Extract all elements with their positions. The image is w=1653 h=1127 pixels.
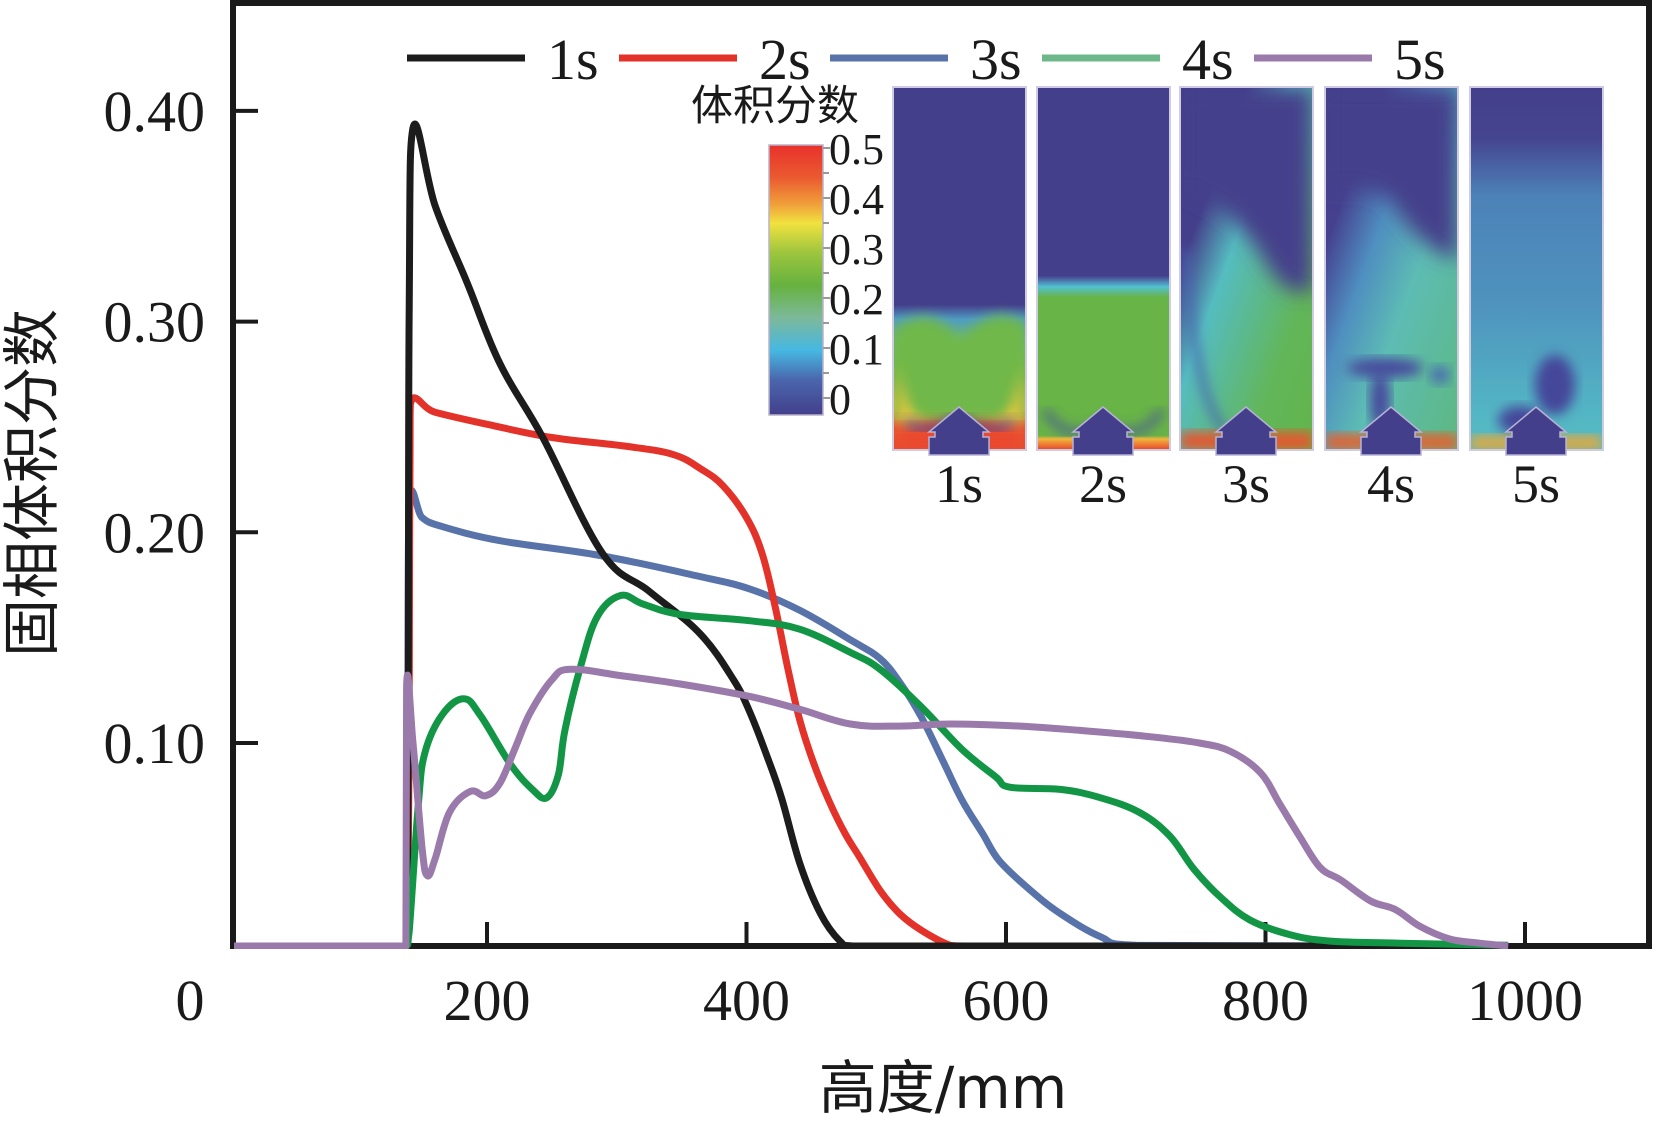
heatmap-panel-3s [1180,87,1313,450]
x-tick-label: 200 [444,968,531,1033]
colorbar-tick-label: 0.3 [829,225,884,274]
colorbar-tick-label: 0.4 [829,175,884,224]
panel-label-1s: 1s [935,454,983,514]
panel-labels: 1s 2s 3s 4s 5s [935,454,1560,514]
heatmap-panel-1s [893,87,1027,450]
legend: 1s 2s 3s 4s 5s [407,27,1446,92]
series-group [234,120,1509,949]
legend-label-1s: 1s [547,27,599,92]
y-tick-label: 0.20 [104,500,206,565]
x-tick-label: 800 [1222,968,1309,1033]
colorbar-ticks: 0.50.40.30.20.10 [823,125,884,424]
legend-label-4s: 4s [1182,27,1234,92]
y-axis-ticks: 0.10 0.20 0.30 0.40 [104,79,258,776]
series-line-4s [234,591,1509,949]
heatmap-panel-5s [1470,87,1602,450]
heatmap-panel-4s [1325,87,1458,450]
x-tick-label: 600 [963,968,1050,1033]
gas-distributors [892,86,1604,456]
colorbar-tick-label: 0.5 [829,125,884,174]
legend-label-3s: 3s [970,27,1022,92]
distributor-icon [1070,406,1136,456]
panel-label-4s: 4s [1367,454,1415,514]
panel-label-3s: 3s [1222,454,1270,514]
x-tick-label: 1000 [1467,968,1583,1033]
y-axis-title: 固相体积分数 [0,309,66,657]
panel-label-2s: 2s [1079,454,1127,514]
x-axis-title: 高度/mm [819,1054,1068,1122]
distributor-icon [926,406,992,456]
colorbar-title: 体积分数 [691,81,859,130]
x-axis-ticks: 0 200 400 600 800 1000 [176,922,1583,1033]
inset: 体积分数 0.50.40.30.20.10 [691,81,1604,514]
y-tick-label: 0.40 [104,79,206,144]
heatmap-panel-2s [1037,87,1170,450]
distributor-icon [1503,406,1569,456]
series-line-1s [234,120,1509,949]
colorbar-tick-label: 0.1 [829,325,884,374]
x-tick-label: 0 [176,968,205,1033]
legend-label-2s: 2s [759,27,811,92]
x-tick-label: 400 [703,968,790,1033]
colorbar [768,144,824,416]
y-tick-label: 0.10 [104,711,206,776]
distributor-icon [1358,406,1424,456]
distributor-icon [1213,406,1279,456]
y-tick-label: 0.30 [104,290,206,355]
panel-label-5s: 5s [1512,454,1560,514]
colorbar-tick-label: 0 [829,375,851,424]
series-line-5s [234,665,1509,949]
legend-label-5s: 5s [1394,27,1446,92]
colorbar-tick-label: 0.2 [829,275,884,324]
